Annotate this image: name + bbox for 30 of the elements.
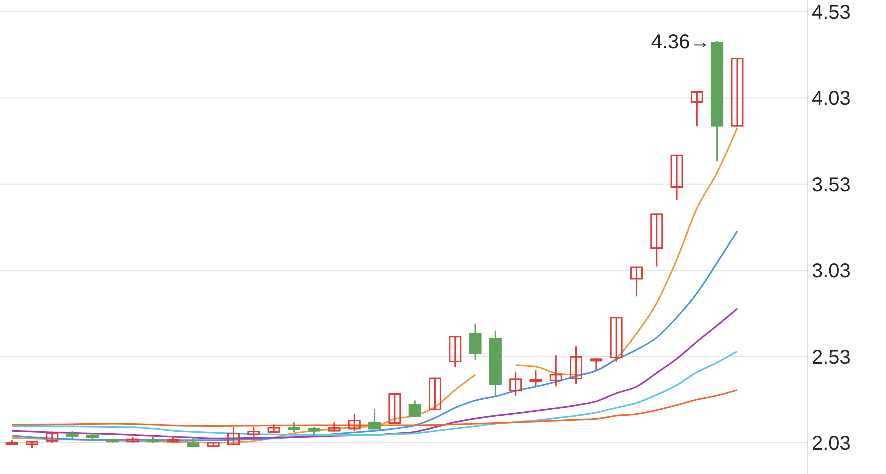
candlestick [388, 392, 402, 425]
y-tick-label: 3.53 [812, 174, 851, 196]
candlestick [570, 346, 583, 386]
candlestick [449, 335, 462, 368]
candlestick [650, 212, 664, 268]
y-tick-label: 3.03 [812, 260, 851, 283]
candlestick [550, 354, 562, 388]
candlestick [610, 316, 623, 363]
candlestick [428, 377, 442, 412]
candlestick [469, 323, 482, 361]
y-tick-label: 2.53 [812, 346, 851, 369]
y-tick-label: 4.53 [812, 2, 851, 24]
candlestick [731, 57, 744, 128]
candlestick [670, 154, 684, 201]
candlestick [590, 358, 603, 372]
annotation: 4.36→ [651, 31, 710, 54]
candlestick [328, 422, 341, 433]
candlestick [408, 400, 422, 418]
candlestick [510, 372, 522, 397]
candlestick [227, 426, 240, 446]
candlestick [690, 90, 704, 127]
candlestick [46, 431, 59, 444]
candlestick [248, 426, 260, 439]
y-tick-label: 2.03 [812, 432, 851, 455]
candlestick [348, 414, 361, 432]
candlestick [630, 266, 643, 298]
y-tick-label: 4.03 [812, 88, 851, 110]
candlestick [368, 408, 382, 430]
candlestick [288, 422, 300, 434]
candlestick [530, 370, 542, 387]
